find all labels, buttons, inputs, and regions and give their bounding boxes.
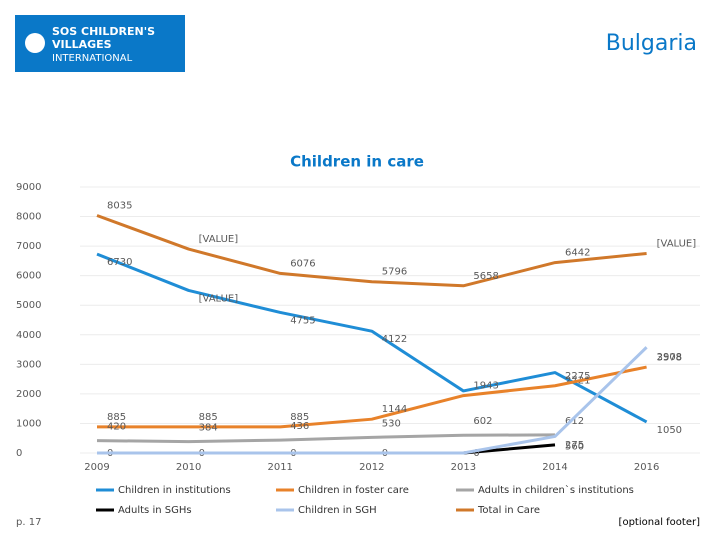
logo-text: SOS CHILDREN'S [52, 25, 155, 38]
y-tick-label: 4000 [16, 330, 41, 341]
y-tick-label: 0 [16, 448, 22, 459]
data-label: 885 [107, 412, 126, 423]
x-tick-label: 2010 [176, 462, 201, 473]
data-label: 8035 [107, 201, 132, 212]
series-line [96, 214, 647, 288]
data-label: 885 [199, 412, 218, 423]
data-label: [VALUE] [657, 239, 697, 250]
data-label: 2908 [657, 352, 682, 363]
logo-icon [25, 33, 45, 53]
data-label: 885 [290, 412, 309, 423]
y-tick-label: 2000 [16, 389, 41, 400]
chart-title: Children in care [290, 153, 424, 171]
footer-note: [optional footer] [619, 517, 701, 528]
legend-label: Children in foster care [298, 485, 409, 496]
y-tick-label: 5000 [16, 300, 41, 311]
plot: 0 1000 2000 3000 4000 5000 6000 7000 8000 9000 200… [16, 182, 700, 516]
data-label: 275 [565, 440, 584, 451]
logo-text: INTERNATIONAL [52, 53, 133, 64]
legend-label: Children in SGH [298, 505, 377, 516]
y-tick-label: 7000 [16, 241, 41, 252]
x-tick-label: 2011 [267, 462, 292, 473]
data-label: 3578 [657, 352, 682, 363]
data-label: 1050 [657, 425, 682, 436]
data-label: 5796 [382, 267, 407, 278]
legend-label: Children in institutions [118, 485, 231, 496]
data-label: 4755 [290, 315, 315, 326]
series-line [96, 433, 556, 444]
logo-text: VILLAGES [52, 38, 112, 51]
data-label: [VALUE] [199, 293, 239, 304]
data-label: 6730 [107, 257, 132, 268]
y-tick-label: 3000 [16, 359, 41, 370]
y-tick-label: 6000 [16, 271, 41, 282]
data-label: 420 [107, 422, 126, 433]
legend-label: Adults in SGHs [118, 505, 192, 516]
country-title: Bulgaria [606, 31, 697, 56]
data-label: [VALUE] [199, 234, 239, 245]
data-label: 2275 [565, 371, 590, 382]
data-label: 5658 [473, 271, 498, 282]
x-tick-label: 2014 [542, 462, 567, 473]
y-tick-label: 8000 [16, 212, 41, 223]
data-label: 436 [290, 421, 309, 432]
legend-label: Total in Care [477, 505, 540, 516]
data-label: 4122 [382, 334, 407, 345]
series-line [97, 346, 648, 455]
legend-label: Adults in children`s institutions [478, 484, 634, 496]
series-line [97, 365, 647, 429]
x-tick-label: 2012 [359, 462, 384, 473]
y-tick-label: 9000 [16, 182, 41, 193]
y-tick-label: 1000 [16, 418, 41, 429]
series-line [96, 252, 648, 424]
x-tick-label: 2009 [84, 462, 109, 473]
data-label: 1943 [473, 381, 498, 392]
data-label: 6442 [565, 248, 590, 259]
data-label: 384 [199, 423, 218, 434]
data-label: 1144 [382, 404, 407, 415]
x-tick-label: 2013 [451, 462, 476, 473]
data-label: 602 [473, 416, 492, 427]
data-label: 0 [473, 448, 479, 459]
data-label: 530 [382, 418, 401, 429]
x-tick-label: 2016 [634, 462, 659, 473]
data-label: 612 [565, 416, 584, 427]
data-label: 6076 [290, 258, 315, 269]
data-label: 560 [565, 441, 584, 452]
page-number: p. 17 [16, 517, 41, 528]
